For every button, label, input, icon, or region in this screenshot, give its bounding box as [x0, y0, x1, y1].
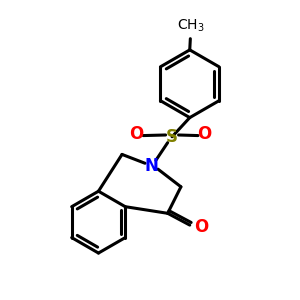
Text: CH$_3$: CH$_3$: [177, 17, 205, 34]
Text: O: O: [194, 218, 208, 236]
Text: N: N: [145, 157, 158, 175]
Text: S: S: [166, 128, 178, 146]
Text: O: O: [130, 125, 144, 143]
Text: O: O: [197, 125, 212, 143]
